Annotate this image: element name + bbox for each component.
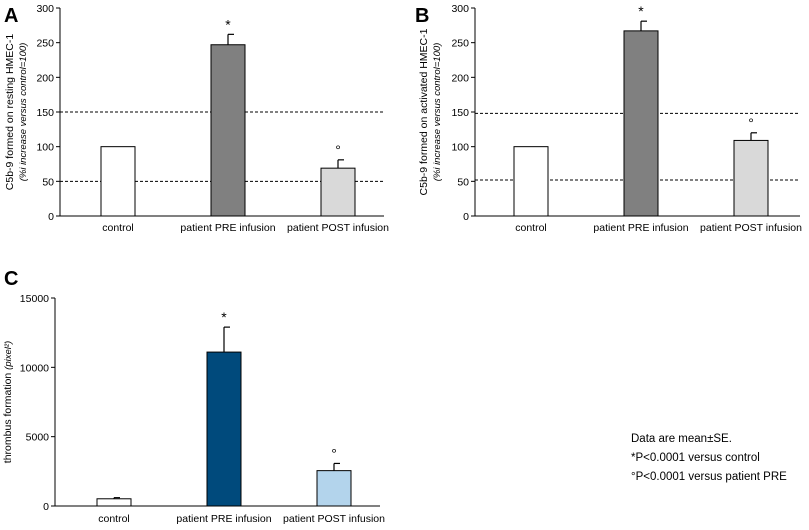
note-post-significance: °P<0.0001 versus patient PRE: [631, 471, 787, 483]
category-label: patient PRE infusion: [176, 513, 271, 525]
category-label: control: [102, 222, 134, 234]
bar: [96, 498, 132, 507]
y-tick-label: 250: [36, 38, 54, 50]
significance-marker: *: [225, 16, 231, 32]
bar: [210, 44, 246, 217]
panel-letter: C: [4, 268, 18, 290]
bar: [733, 139, 769, 217]
bar: [316, 470, 352, 507]
y-tick-label: 100: [451, 142, 469, 154]
note-pre-significance: *P<0.0001 versus control: [631, 452, 760, 464]
y-tick-label: 300: [36, 3, 54, 15]
category-label: control: [515, 222, 547, 234]
y-tick-label: 50: [42, 176, 54, 188]
significance-marker: °: [331, 445, 337, 461]
panel-b: B 0 50 100 150 200 250 300 control * patient PRE i…: [415, 3, 802, 234]
y-tick-label: 300: [451, 3, 469, 15]
y-tick-label: 15000: [20, 293, 49, 305]
panel-c: C 0 5000 10000 15000 control * patient PRE infu…: [2, 268, 385, 525]
bar: [320, 167, 356, 217]
y-tick-label: 150: [36, 107, 54, 119]
y-tick-label: 50: [457, 176, 469, 188]
y-axis-label: thrombus formation (pixel²): [2, 341, 14, 463]
significance-marker: *: [638, 3, 644, 19]
note-data-description: Data are mean±SE.: [631, 433, 732, 445]
y-tick-label: 200: [36, 72, 54, 84]
significance-marker: °: [748, 115, 754, 131]
y-tick-label: 0: [48, 211, 54, 223]
category-label: patient POST infusion: [287, 222, 389, 234]
y-tick-label: 200: [451, 72, 469, 84]
bar: [513, 146, 549, 217]
y-axis-label: C5b-9 formed on activated HMEC-1: [418, 28, 430, 195]
category-label: patient PRE infusion: [180, 222, 275, 234]
bar: [623, 30, 659, 217]
y-tick-label: 150: [451, 107, 469, 119]
y-tick-label: 10000: [20, 362, 49, 374]
significance-marker: *: [221, 309, 227, 325]
y-tick-label: 5000: [26, 432, 50, 444]
panel-letter: A: [4, 5, 18, 27]
footnotes: Data are mean±SE. *P<0.0001 versus contr…: [631, 430, 787, 487]
bar: [206, 351, 242, 507]
panel-a: A 0 50 100 150 200 250 300 control * patient PRE i…: [4, 3, 389, 234]
y-tick-label: 0: [43, 501, 49, 513]
significance-marker: °: [335, 142, 341, 158]
category-label: patient PRE infusion: [593, 222, 688, 234]
y-axis-sublabel: (%i increase versus control=100): [432, 43, 443, 182]
panel-letter: B: [415, 5, 429, 27]
y-tick-label: 100: [36, 142, 54, 154]
y-tick-label: 0: [463, 211, 469, 223]
category-label: patient POST infusion: [283, 513, 385, 525]
y-axis-sublabel: (%i increase versus control=100): [18, 43, 29, 182]
y-axis-label: C5b-9 formed on resting HMEC-1: [4, 34, 16, 191]
category-label: control: [98, 513, 130, 525]
category-label: patient POST infusion: [700, 222, 802, 234]
y-tick-label: 250: [451, 38, 469, 50]
bar: [100, 146, 136, 217]
